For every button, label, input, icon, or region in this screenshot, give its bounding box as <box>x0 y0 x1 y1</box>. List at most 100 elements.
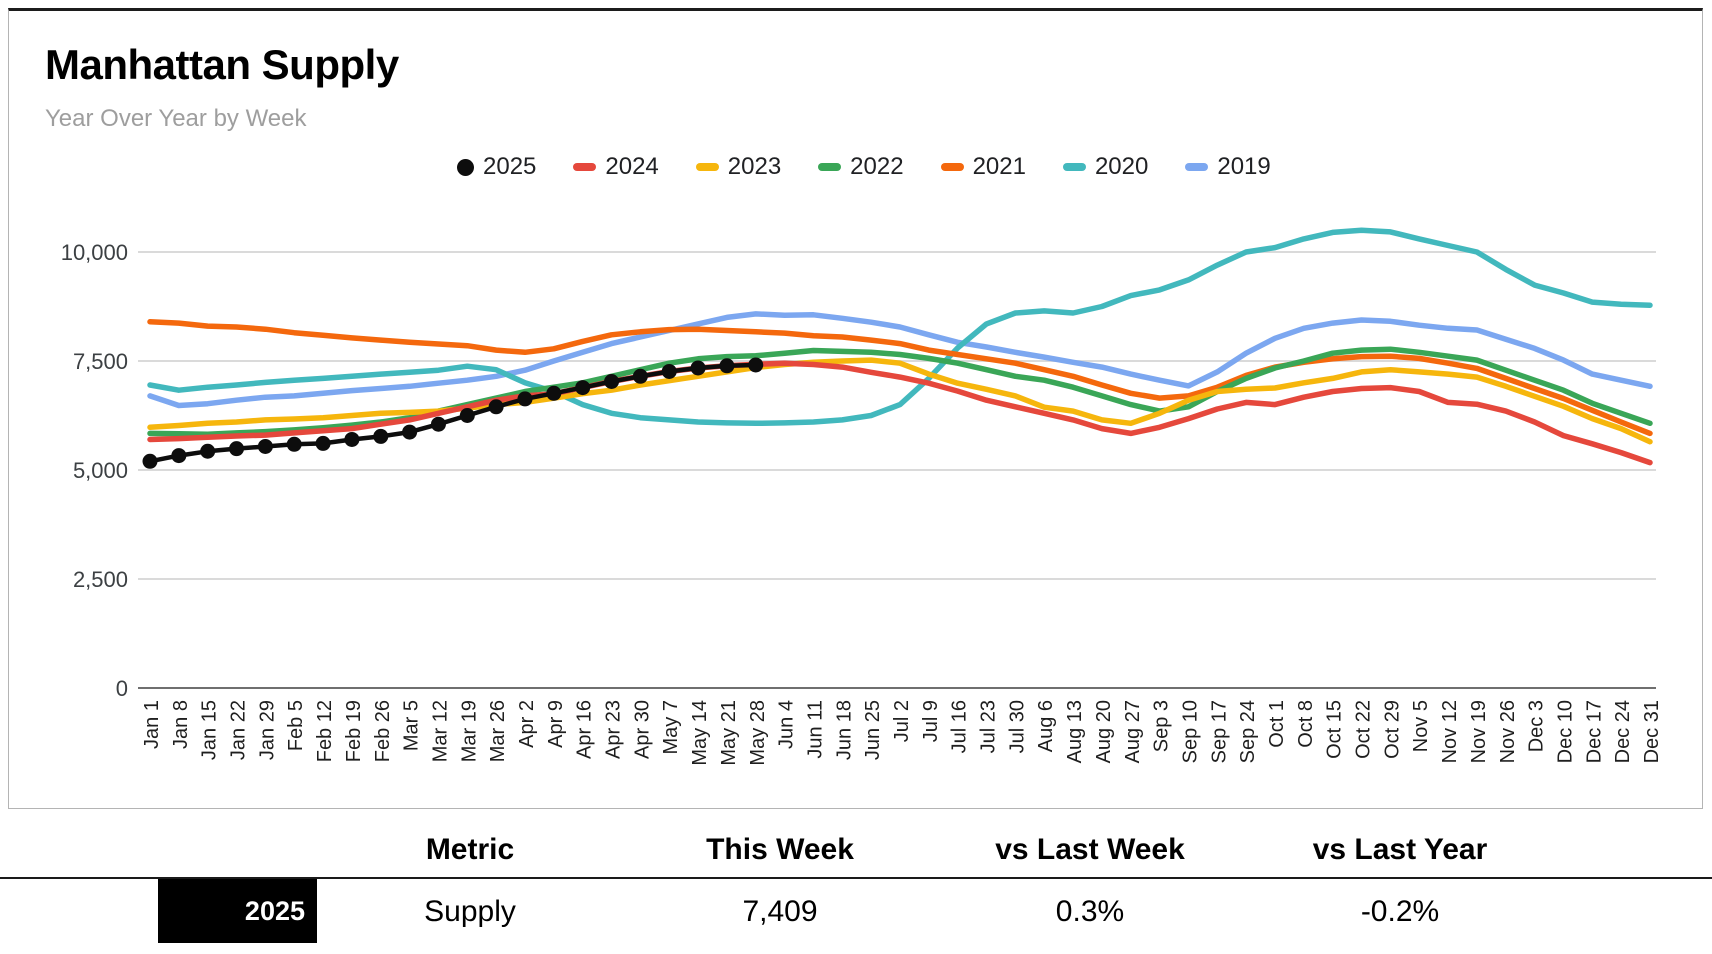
data-point-2025[interactable] <box>690 360 706 376</box>
series-line-2025[interactable] <box>147 362 759 464</box>
y-tick-label: 0 <box>116 676 128 701</box>
x-tick-label: Dec 17 <box>1583 700 1605 763</box>
cell-vs-last-week: 0.3% <box>1055 895 1125 928</box>
legend-item-2019[interactable]: 2019 <box>1185 153 1271 181</box>
legend-label: 2025 <box>483 153 537 180</box>
series-line-2023[interactable] <box>147 357 1653 445</box>
x-tick-label: Sep 3 <box>1151 700 1173 752</box>
legend-dash-icon <box>695 163 719 171</box>
legend-dash-icon <box>1062 163 1086 171</box>
x-tick-label: Jul 30 <box>1006 700 1028 753</box>
x-tick-label: Mar 19 <box>458 700 480 762</box>
series-line-2020[interactable] <box>147 227 1653 427</box>
x-tick-label: Dec 3 <box>1526 700 1548 752</box>
year-chip-2025: 2025 <box>158 879 317 943</box>
legend-label: 2021 <box>972 153 1026 180</box>
data-point-2025[interactable] <box>517 391 533 407</box>
series-line-2021[interactable] <box>147 319 1653 437</box>
x-tick-label: Jul 2 <box>891 700 913 742</box>
x-tick-label: Feb 5 <box>285 700 307 751</box>
data-point-2025[interactable] <box>402 424 418 440</box>
data-point-2025[interactable] <box>430 416 446 432</box>
data-point-2025[interactable] <box>142 453 158 469</box>
x-tick-label: Nov 19 <box>1468 700 1490 763</box>
x-tick-label: Aug 13 <box>1064 700 1086 763</box>
x-tick-label: Oct 8 <box>1295 700 1317 748</box>
chart-card: Manhattan Supply Year Over Year by Week … <box>8 8 1703 809</box>
y-tick-label: 5,000 <box>73 458 128 483</box>
x-tick-label: Aug 6 <box>1035 700 1057 752</box>
legend-item-2020[interactable]: 2020 <box>1062 153 1149 181</box>
data-point-2025[interactable] <box>344 431 360 447</box>
data-point-2025[interactable] <box>546 385 562 401</box>
x-tick-label: Jan 29 <box>256 700 278 760</box>
series-line-2019[interactable] <box>147 311 1653 409</box>
x-tick-label: Apr 23 <box>603 700 625 759</box>
data-point-2025[interactable] <box>315 435 331 451</box>
x-tick-label: Jul 9 <box>920 700 942 742</box>
data-point-2025[interactable] <box>257 438 273 454</box>
x-tick-label: Sep 24 <box>1237 700 1259 763</box>
x-tick-label: Apr 2 <box>516 700 538 748</box>
x-tick-label: May 7 <box>660 700 682 754</box>
x-tick-label: May 21 <box>718 700 740 766</box>
col-header-this-week: This Week <box>706 833 854 866</box>
cell-vs-last-year: -0.2% <box>1360 895 1440 928</box>
data-point-2025[interactable] <box>604 373 620 389</box>
x-tick-label: Oct 29 <box>1381 700 1403 759</box>
legend-dash-icon <box>573 163 597 171</box>
y-tick-label: 2,500 <box>73 567 128 592</box>
x-tick-label: Dec 24 <box>1612 700 1634 763</box>
x-tick-label: Jun 11 <box>804 700 826 759</box>
data-point-2025[interactable] <box>632 368 648 384</box>
col-header-metric: Metric <box>425 833 515 866</box>
x-tick-label: Jan 22 <box>228 700 250 760</box>
x-tick-label: Jan 15 <box>199 700 221 760</box>
data-point-2025[interactable] <box>373 428 389 444</box>
data-point-2025[interactable] <box>488 399 504 415</box>
series-line-2024[interactable] <box>147 360 1653 466</box>
x-tick-label: Jan 1 <box>141 700 163 749</box>
x-tick-label: Nov 12 <box>1439 700 1461 763</box>
legend-label: 2022 <box>850 153 904 180</box>
x-tick-label: Aug 20 <box>1093 700 1115 763</box>
data-point-2025[interactable] <box>200 443 216 459</box>
legend-label: 2019 <box>1217 153 1271 180</box>
col-header-vs-last-week: vs Last Week <box>995 833 1185 866</box>
x-tick-label: Feb 19 <box>343 700 365 762</box>
x-tick-label: Nov 5 <box>1410 700 1432 752</box>
x-tick-label: Feb 26 <box>372 700 394 762</box>
data-point-2025[interactable] <box>661 363 677 379</box>
legend-label: 2020 <box>1094 153 1149 180</box>
x-tick-label: Sep 17 <box>1208 700 1230 763</box>
y-tick-label: 10,000 <box>61 240 128 265</box>
cell-metric: Supply <box>424 895 516 928</box>
x-tick-label: Oct 15 <box>1324 700 1346 759</box>
data-point-2025[interactable] <box>748 357 764 373</box>
x-tick-label: Sep 10 <box>1179 700 1201 763</box>
table-header-divider <box>0 877 1712 879</box>
legend-item-2024[interactable]: 2024 <box>573 153 659 181</box>
legend-dash-icon <box>1185 163 1209 171</box>
x-tick-label: Jul 16 <box>949 700 971 753</box>
data-point-2025[interactable] <box>286 436 302 452</box>
x-tick-label: Dec 31 <box>1641 700 1663 763</box>
legend-dot-icon <box>457 158 474 176</box>
x-tick-label: Jan 8 <box>170 700 192 749</box>
data-point-2025[interactable] <box>459 408 475 423</box>
legend-item-2023[interactable]: 2023 <box>695 153 782 181</box>
x-tick-label: May 28 <box>747 700 769 766</box>
legend-item-2022[interactable]: 2022 <box>818 153 904 181</box>
legend-label: 2023 <box>727 153 782 180</box>
x-tick-label: Mar 26 <box>487 700 509 762</box>
page-subtitle: Year Over Year by Week <box>45 105 307 132</box>
legend-item-2021[interactable]: 2021 <box>940 153 1026 181</box>
data-point-2025[interactable] <box>171 448 187 464</box>
x-tick-label: Apr 30 <box>631 700 653 759</box>
data-point-2025[interactable] <box>575 380 591 396</box>
x-tick-label: Jun 25 <box>862 700 884 760</box>
legend-item-2025[interactable]: 2025 <box>457 153 536 181</box>
data-point-2025[interactable] <box>719 358 735 374</box>
cell-this-week: 7,409 <box>742 895 818 928</box>
data-point-2025[interactable] <box>229 441 245 457</box>
